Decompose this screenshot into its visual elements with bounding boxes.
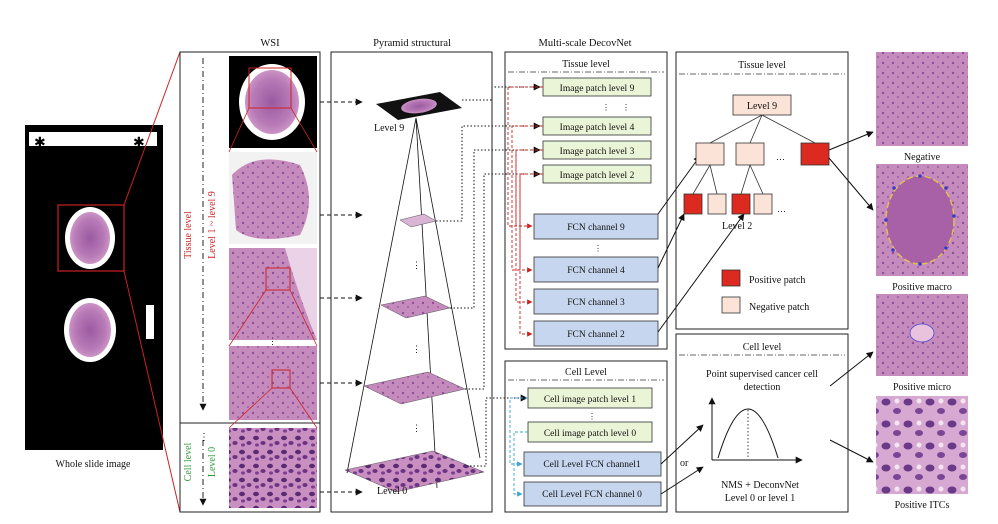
pyramid-ellipsis-3: ⋮ xyxy=(412,423,421,433)
svg-text:✱: ✱ xyxy=(133,136,145,151)
output-positive-micro-label: Positive micro xyxy=(893,382,951,393)
cell-fcn-channel0-label: Cell Level FCN channel 0 xyxy=(542,490,642,500)
tree-node-l1-a xyxy=(695,142,725,166)
wsi-panel xyxy=(179,51,321,513)
output-positive-macro-label: Positive macro xyxy=(892,282,952,293)
tree-dots-1: … xyxy=(776,152,785,162)
wsi-thumbnail-level9 xyxy=(229,56,317,148)
tree-leaf-2 xyxy=(707,193,727,215)
patch-level2-label: Image patch level 2 xyxy=(560,171,635,181)
patch-level9-label: Image patch level 9 xyxy=(560,84,635,94)
patch-level9: Image patch level 9 xyxy=(542,77,652,97)
fcn-channel4: FCN channel 4 xyxy=(533,256,659,283)
fcn-channel2: FCN channel 2 xyxy=(533,320,659,347)
nms-line-1: NMS + DeconvNet xyxy=(721,480,799,491)
cell-level-axis-label: Cell level xyxy=(183,442,194,481)
nms-line-2: Level 0 or level 1 xyxy=(725,493,796,504)
header-pyramid: Pyramid structural xyxy=(373,38,451,49)
cell-patch-level0: Cell image patch level 0 xyxy=(527,421,653,443)
legend-positive-swatch xyxy=(721,269,741,287)
tissue-level-axis-label: Tissue level xyxy=(183,211,194,259)
tree-leaf-1 xyxy=(683,193,703,215)
patch-ellipsis-a: ⋮ xyxy=(602,103,610,112)
tree-box xyxy=(675,51,849,330)
patch-level4: Image patch level 4 xyxy=(542,116,652,136)
legend-negative-swatch xyxy=(721,296,741,314)
tissue-box-title: Tissue level xyxy=(562,59,610,70)
cell-patch-level0-label: Cell image patch level 0 xyxy=(544,429,637,439)
output-positive-micro-image xyxy=(876,294,968,376)
tree-dots-2: … xyxy=(777,204,786,214)
wsi-thumbnail-level-zoom xyxy=(229,248,317,340)
tree-node-l1-positive xyxy=(800,142,830,166)
fcn-channel3-label: FCN channel 3 xyxy=(567,298,625,308)
patch-level2: Image patch level 2 xyxy=(542,164,652,184)
cell-box-title: Cell Level xyxy=(565,367,607,378)
or-label: or xyxy=(680,458,689,469)
cell-patch-level1: Cell image patch level 1 xyxy=(527,387,653,409)
svg-text:✱: ✱ xyxy=(34,136,46,151)
output-positive-itcs-label: Positive ITCs xyxy=(895,500,950,511)
pyramid-top-label: Level 9 xyxy=(374,123,404,134)
output-negative-image xyxy=(876,52,968,146)
tissue-range-axis-label: Level 1 ~ level 9 xyxy=(207,191,218,259)
legend-positive-label: Positive patch xyxy=(749,275,805,286)
wsi-caption: Whole slide image xyxy=(56,459,132,470)
header-decovnet: Multi-scale DecovNet xyxy=(538,38,631,49)
patch-level3-label: Image patch level 3 xyxy=(560,147,635,157)
cell-fcn-channel0: Cell Level FCN channel 0 xyxy=(523,481,662,507)
fcn-channel9-label: FCN channel 9 xyxy=(567,223,625,233)
cell-patch-level1-label: Cell image patch level 1 xyxy=(544,395,637,405)
output-negative-label: Negative xyxy=(904,152,941,163)
wsi-thumbnail-level1 xyxy=(229,346,317,420)
tissue-level-box xyxy=(504,51,668,350)
pyramid-ellipsis-2: ⋮ xyxy=(412,344,421,354)
pyramid-slice-a xyxy=(399,213,437,228)
cell-fcn-channel1: Cell Level FCN channel1 xyxy=(523,451,662,477)
pyramid-slice-c xyxy=(363,371,466,405)
tree-leaf-4 xyxy=(753,193,773,215)
cell-level-box xyxy=(504,360,668,513)
patch-level3: Image patch level 3 xyxy=(542,140,652,160)
tree-box-title: Tissue level xyxy=(738,60,786,71)
whole-slide-image: ✱ ✱ xyxy=(25,125,163,450)
wsi-thumbnail-level-mid xyxy=(229,152,317,244)
wsi-axis-ellipsis: ⋮ xyxy=(199,432,209,443)
patch-level4-label: Image patch level 4 xyxy=(560,123,635,133)
cell-range-axis-label: Level 0 xyxy=(207,447,218,477)
cell-detect-box xyxy=(675,333,849,513)
pyramid-level9-slice xyxy=(376,92,462,120)
cell-detect-title: Cell level xyxy=(743,342,782,353)
cell-detect-subtitle-1: Point supervised cancer cell xyxy=(706,369,818,380)
pyramid-level0-slice xyxy=(344,450,485,493)
output-positive-macro-image xyxy=(876,164,968,276)
header-wsi: WSI xyxy=(260,38,280,49)
fcn-channel9: FCN channel 9 xyxy=(533,213,659,240)
cell-ellipsis: ⋮ xyxy=(588,412,596,421)
cell-fcn-channel1-label: Cell Level FCN channel1 xyxy=(543,460,641,470)
pyramid-slice-b xyxy=(380,295,451,319)
fcn-channel2-label: FCN channel 2 xyxy=(567,330,625,340)
wsi-thumb-ellipsis: ⋮ xyxy=(268,336,277,346)
pyramid-bottom-label: Level 0 xyxy=(377,486,407,497)
tree-bottom-label: Level 2 xyxy=(722,221,752,232)
cell-detect-subtitle-2: detection xyxy=(744,382,781,393)
fcn-ellipsis: ⋮ xyxy=(594,244,602,253)
fcn-channel4-label: FCN channel 4 xyxy=(567,266,625,276)
legend-negative-label: Negative patch xyxy=(749,302,809,313)
wsi-thumbnail-level0 xyxy=(229,428,317,508)
detection-curve-plot xyxy=(708,397,803,464)
tree-node-l1-b xyxy=(735,142,765,166)
tree-leaf-3 xyxy=(731,193,751,215)
pyramid-ellipsis-1: ⋮ xyxy=(412,260,421,270)
fcn-channel3: FCN channel 3 xyxy=(533,288,659,315)
patch-ellipsis-b: ⋮ xyxy=(622,103,630,112)
pyramid-panel xyxy=(330,51,493,513)
tree-root-label: Level 9 xyxy=(747,101,777,112)
output-positive-itcs-image xyxy=(876,396,968,494)
